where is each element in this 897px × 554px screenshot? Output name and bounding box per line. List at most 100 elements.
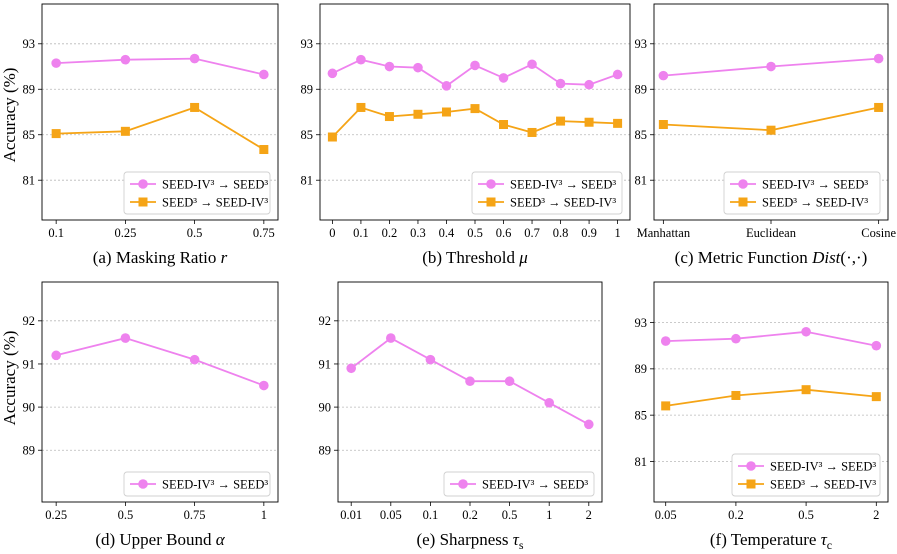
plot-frame: [337, 281, 603, 503]
legend-label: SEED-IV³ → SEED³: [162, 477, 268, 491]
y-tick-label: 89: [23, 83, 36, 97]
data-point: [190, 102, 200, 112]
legend-label: SEED³ → SEED-IV³: [762, 195, 868, 209]
legend: SEED-IV³ → SEED³: [123, 471, 271, 497]
chart-panel-e: 89 90 91 92 0.01 0.05 0.1 0.2 0.5 1 2 SEED-IV³ → SE…: [319, 281, 603, 552]
y-tick-label: 91: [23, 357, 36, 371]
caption-symbol: α: [216, 530, 226, 549]
legend-marker: [738, 197, 748, 207]
data-point: [584, 419, 594, 430]
x-tick-label: 0.1: [48, 226, 64, 240]
data-point: [441, 81, 452, 91]
y-tick-label: 92: [23, 314, 36, 328]
series-line: [665, 388, 877, 407]
series-1: [327, 54, 623, 91]
y-tick-label: 85: [301, 128, 314, 142]
x-tick-label: 0: [329, 226, 335, 240]
x-tick-label: 0.75: [253, 226, 275, 240]
y-tick-label: 81: [635, 174, 648, 188]
legend-label: SEED³ → SEED-IV³: [770, 477, 876, 491]
panel-caption: (b) Threshold μ: [422, 248, 528, 267]
legend-marker: [138, 179, 148, 189]
caption-prefix: (e) Sharpness: [416, 530, 512, 549]
legend: SEED-IV³ → SEED³ SEED³ → SEED-IV³: [731, 453, 881, 497]
data-point: [425, 354, 436, 365]
plot-frame: [653, 281, 889, 503]
data-point: [51, 129, 61, 139]
x-tick-label: 0.7: [524, 226, 540, 240]
data-point: [189, 354, 200, 365]
series-line: [665, 330, 877, 347]
legend: SEED-IV³ → SEED³ SEED³ → SEED-IV³: [123, 171, 271, 215]
x-tick-label: 0.2: [728, 508, 744, 522]
y-tick-label: 90: [23, 400, 36, 414]
x-tick-label: 1: [546, 508, 552, 522]
panel-caption: (a) Masking Ratio r: [93, 248, 228, 267]
data-point: [384, 112, 394, 122]
data-point: [51, 58, 61, 68]
y-tick-label: 89: [635, 83, 648, 97]
data-point: [413, 62, 423, 73]
data-point: [871, 340, 882, 351]
legend-marker: [486, 179, 496, 189]
legend-box: [731, 453, 881, 497]
data-point: [613, 118, 623, 128]
series-1: [51, 53, 269, 80]
x-tick-label: 0.01: [340, 508, 362, 522]
legend-label: SEED-IV³ → SEED³: [162, 177, 268, 191]
data-point: [731, 333, 741, 344]
chart-panel-d: 89 90 91 92 0.25 0.5 0.75 1 SEED-IV³ → SEED³ (d) …: [23, 281, 279, 549]
x-tick-label: 1: [614, 226, 620, 240]
chart-panel-f: 81 85 89 93 0.05 0.2 0.5 2 SEED-IV³ → SEED³ SEED³…: [635, 281, 889, 552]
x-tick-label: 0.4: [439, 226, 455, 240]
x-tick-label: 0.1: [423, 508, 439, 522]
series-1: [51, 333, 269, 391]
data-point: [873, 53, 884, 64]
x-tick-label: 0.75: [184, 508, 206, 522]
y-tick-label: 90: [319, 400, 332, 414]
x-tick-label: Cosine: [861, 226, 896, 240]
x-tick-label: Manhattan: [637, 226, 691, 240]
series-line: [56, 57, 265, 76]
legend-label: SEED³ → SEED-IV³: [162, 195, 268, 209]
caption-symbol: Dist: [811, 248, 842, 267]
legend-marker: [738, 179, 748, 189]
series-2: [51, 102, 269, 155]
y-tick-label: 85: [635, 408, 648, 422]
data-point: [327, 68, 338, 79]
x-tick-label: 0.3: [410, 226, 426, 240]
series-2: [658, 102, 884, 135]
data-point: [527, 127, 537, 137]
data-point: [766, 61, 776, 72]
panel-caption: (d) Upper Bound α: [95, 530, 225, 549]
data-point: [327, 132, 337, 142]
x-tick-label: 0.05: [655, 508, 677, 522]
legend-label: SEED-IV³ → SEED³: [762, 177, 868, 191]
legend-box: [443, 471, 595, 497]
caption-symbol: r: [221, 248, 228, 267]
caption-prefix: (c) Metric Function: [675, 248, 812, 267]
data-point: [556, 116, 566, 126]
data-point: [504, 376, 515, 387]
y-tick-label: 85: [635, 128, 648, 142]
x-tick-label: 0.25: [114, 226, 136, 240]
caption-prefix: (d) Upper Bound: [95, 530, 215, 549]
x-tick-label: 2: [873, 508, 879, 522]
caption-symbol: τ: [821, 530, 828, 549]
x-tick-label: 0.5: [187, 226, 203, 240]
y-axis-label-bottom: Accuracy (%): [0, 331, 19, 426]
y-tick-label: 93: [635, 37, 648, 51]
x-tick-label: 0.5: [502, 508, 518, 522]
y-axis-label-top: Accuracy (%): [0, 68, 19, 163]
data-point: [470, 60, 480, 71]
plot-frame: [319, 3, 631, 221]
data-point: [189, 53, 200, 64]
x-tick-label: 1: [261, 508, 267, 522]
legend-box: [723, 171, 881, 215]
data-point: [386, 333, 396, 343]
x-tick-label: Euclidean: [746, 226, 797, 240]
x-tick-label: 0.5: [118, 508, 134, 522]
y-tick-label: 93: [23, 37, 36, 51]
legend-marker: [138, 197, 148, 207]
